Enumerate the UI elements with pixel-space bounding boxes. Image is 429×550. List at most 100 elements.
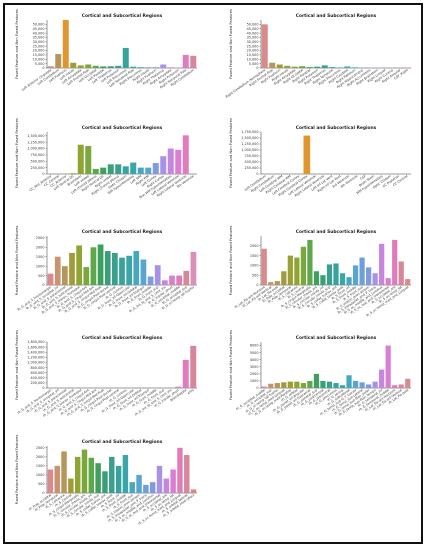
- bar: [100, 167, 107, 174]
- y-tick-label: 1500: [36, 255, 45, 259]
- y-tick-label: 1,250,000: [27, 140, 44, 144]
- bar: [299, 66, 306, 68]
- y-tick-label: 1000: [250, 379, 259, 383]
- y-tick-label: 2500: [36, 446, 45, 450]
- bar: [77, 144, 84, 174]
- bar: [303, 135, 311, 174]
- bar: [175, 67, 182, 68]
- bar: [306, 67, 313, 68]
- bar: [95, 463, 101, 493]
- y-tick-label: 2000: [250, 244, 259, 248]
- bar-chart: Cortical and Subcortical Regions Fused Fe…: [225, 9, 411, 99]
- bar: [269, 62, 276, 68]
- bar: [62, 173, 69, 174]
- bar: [333, 263, 339, 285]
- y-tick-label: 1,500,000: [27, 134, 44, 138]
- bar: [405, 279, 411, 285]
- y-axis-label: Fused Feature and Non Fused Features: [15, 226, 19, 296]
- chart-panel: Cortical and Subcortical Regions Fused Fe…: [225, 9, 417, 117]
- y-tick-label: 750,000: [30, 153, 44, 157]
- bar: [175, 149, 182, 174]
- chart-panel: Cortical and Subcortical Regions Fused Fe…: [13, 330, 203, 435]
- bar: [137, 167, 144, 174]
- chart-title: Cortical and Subcortical Regions: [82, 335, 163, 341]
- y-axis-label: Fused Feature and Non Fused Features: [229, 330, 233, 400]
- y-tick-label: 500: [38, 274, 44, 278]
- y-tick-label: 1,400,000: [27, 350, 44, 354]
- y-tick-label: 30,000: [33, 40, 45, 44]
- bar: [88, 457, 95, 493]
- y-axis-label: Fused Feature and Non Fused Features: [229, 118, 233, 188]
- bar: [291, 66, 298, 68]
- y-axis-label: Fused Feature and Non Fused Features: [229, 9, 233, 79]
- bar: [152, 163, 159, 174]
- y-tick-label: 1500: [250, 254, 259, 258]
- x-tick-label: eTIV: [187, 388, 196, 396]
- bar: [261, 248, 267, 285]
- bar: [175, 386, 182, 388]
- bar: [122, 166, 129, 174]
- bar: [294, 257, 300, 285]
- bar: [294, 381, 300, 388]
- chart-panel: Cortical and Subcortical Regions Fused Fe…: [227, 330, 417, 435]
- y-tick-label: 500,000: [30, 159, 44, 163]
- y-tick-label: 1,800,000: [27, 340, 44, 344]
- bar: [68, 478, 74, 493]
- bar: [346, 375, 352, 388]
- bar: [140, 259, 147, 285]
- bar: [344, 66, 351, 68]
- bar: [85, 64, 92, 68]
- bar: [143, 484, 149, 493]
- bar: [76, 245, 82, 285]
- y-tick-label: 1500: [36, 464, 45, 468]
- bar: [122, 455, 129, 493]
- bar: [145, 67, 152, 68]
- y-tick-label: 400,000: [30, 376, 44, 380]
- y-tick-label: 500: [38, 482, 44, 486]
- bar: [276, 64, 283, 68]
- chart-title: Cortical and Subcortical Regions: [82, 125, 163, 131]
- y-tick-label: 600,000: [30, 371, 44, 375]
- figure-frame: Cortical and Subcortical Regions Fused Fe…: [3, 3, 423, 544]
- bar: [184, 455, 190, 493]
- y-tick-label: 0: [42, 172, 44, 176]
- bar: [97, 244, 104, 285]
- bar: [287, 255, 293, 285]
- bar: [313, 373, 320, 388]
- bar: [359, 67, 366, 68]
- bar: [133, 251, 140, 285]
- bar: [392, 385, 398, 388]
- bar: [90, 247, 97, 285]
- bar: [177, 447, 183, 493]
- bar: [62, 266, 68, 285]
- chart-panel: Cortical and Subcortical Regions Fused Fe…: [13, 435, 203, 541]
- chart-title: Cortical and Subcortical Regions: [296, 13, 377, 19]
- bar: [167, 67, 174, 68]
- bar: [163, 478, 170, 493]
- bar: [136, 474, 142, 493]
- bar: [314, 66, 321, 68]
- y-axis-label: Fused Feature and Non Fused Features: [15, 330, 19, 400]
- bar: [69, 252, 75, 285]
- bar: [281, 271, 287, 285]
- y-tick-label: 20,000: [247, 49, 259, 53]
- y-tick-label: 0: [256, 66, 258, 70]
- bar: [398, 384, 404, 388]
- y-tick-label: 1,500,000: [241, 136, 258, 140]
- chart-title: Cortical and Subcortical Regions: [82, 13, 163, 19]
- bar: [190, 252, 197, 285]
- chart-title: Cortical and Subcortical Regions: [296, 229, 377, 235]
- y-tick-label: 1,200,000: [27, 356, 44, 360]
- bar: [47, 469, 54, 493]
- bar: [130, 66, 137, 68]
- y-tick-label: 15,000: [247, 53, 259, 57]
- y-tick-label: 1,000,000: [241, 148, 258, 152]
- bar-chart: Cortical and Subcortical Regions Fused Fe…: [15, 9, 197, 92]
- bar: [70, 62, 77, 68]
- y-tick-label: 30,000: [247, 40, 259, 44]
- bar: [359, 382, 365, 388]
- bar: [183, 270, 190, 285]
- bar-chart: Cortical and Subcortical Regions Fused Fe…: [15, 118, 197, 199]
- bar: [372, 381, 378, 388]
- y-tick-label: 40,000: [33, 31, 45, 35]
